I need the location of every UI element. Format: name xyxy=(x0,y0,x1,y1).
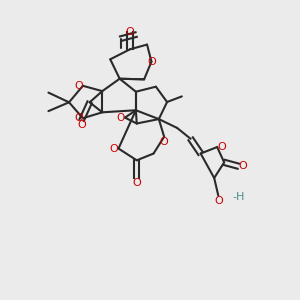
Text: O: O xyxy=(147,57,156,67)
Text: O: O xyxy=(126,27,134,37)
Text: O: O xyxy=(77,120,86,130)
Text: O: O xyxy=(74,113,83,123)
Text: -H: -H xyxy=(232,191,245,202)
Text: O: O xyxy=(74,81,83,91)
Text: O: O xyxy=(132,178,141,188)
Text: O: O xyxy=(110,143,118,154)
Text: O: O xyxy=(217,142,226,152)
Text: O: O xyxy=(238,161,247,171)
Text: O: O xyxy=(214,196,223,206)
Text: O: O xyxy=(117,112,125,123)
Text: O: O xyxy=(160,137,169,147)
